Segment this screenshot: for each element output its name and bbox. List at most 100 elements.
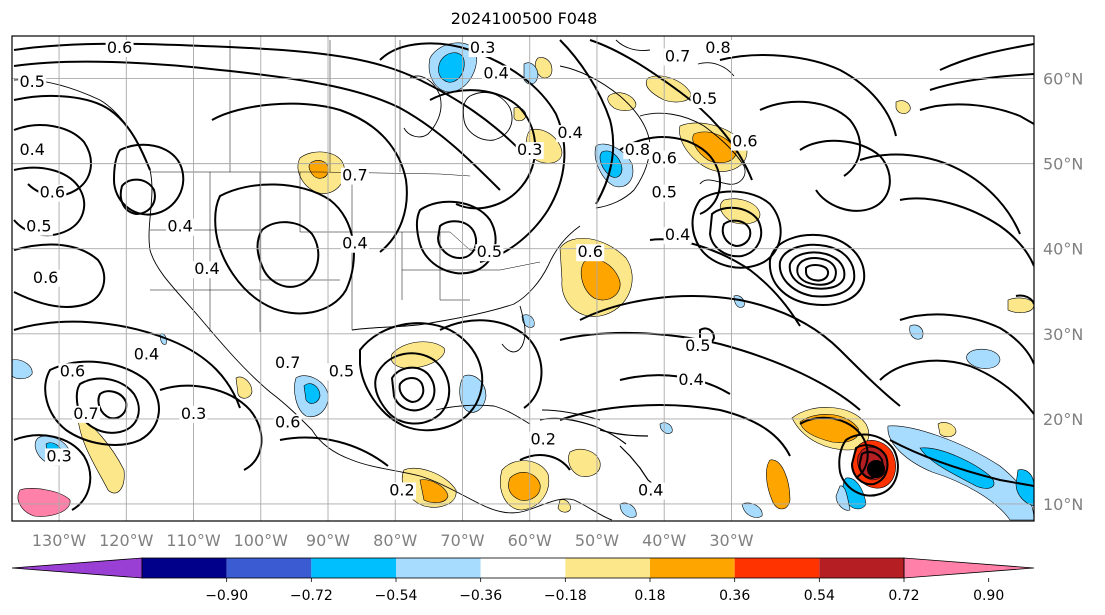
colorbar-segment: [734, 558, 820, 578]
contour-label: 0.5: [19, 72, 44, 91]
contour-label-bg: [31, 269, 60, 287]
contour-label-bg: [340, 235, 369, 253]
contour-label: 0.4: [342, 234, 367, 253]
contour-label: 0.4: [134, 344, 159, 363]
contour-label-bg: [105, 40, 134, 58]
contour-label: 0.7: [73, 404, 98, 423]
colorbar-frame: [141, 557, 905, 579]
contour-label-bg: [677, 371, 706, 389]
contour-labels: 0.6 0.5 0.4 0.6 0.5 0.6 0.4 0.4 0.4 0.6 0.7 0.3 0.3 0…: [18, 38, 759, 500]
latitude-labels: 60°N 50°N 40°N 30°N 20°N 10°N: [1043, 70, 1083, 514]
contour-label: 0.7: [275, 353, 300, 372]
lat-tick-label: 60°N: [1043, 70, 1083, 89]
colorbar-tick-label: 0.72: [888, 588, 919, 604]
lon-tick-label: 130°W: [32, 531, 87, 550]
contour-label: 0.5: [692, 89, 717, 108]
colorbar-extend-low: [11, 557, 143, 579]
contour-label: 0.3: [46, 446, 71, 465]
colorbar-extend-high: [903, 557, 1035, 579]
contour-label-bg: [468, 40, 497, 58]
contour-label: 0.4: [557, 123, 582, 142]
lon-tick-label: 60°W: [508, 531, 552, 550]
contour-label-bg: [650, 150, 679, 168]
contour-label: 0.4: [665, 225, 690, 244]
colorbar-tick-label: 0.54: [804, 588, 835, 604]
colorbar-segment: [650, 558, 735, 578]
contour-label: 0.3: [181, 404, 206, 423]
contour-label: 0.6: [107, 38, 132, 57]
contour-label-bg: [132, 346, 161, 364]
contour-label-bg: [663, 227, 692, 245]
colorbar-tick-label: −0.54: [375, 588, 418, 604]
colorbar-tick-label: 0.36: [719, 588, 750, 604]
contour-lines: [13, 39, 1034, 511]
colorbar: −0.90 −0.72 −0.54 −0.36 −0.18 0.18 0.36 0.54 0.7…: [11, 557, 1035, 604]
contour-label-bg: [482, 65, 511, 83]
contour-label-bg: [71, 405, 100, 423]
contour-label: 0.4: [638, 480, 663, 499]
contour-label: 0.2: [389, 480, 414, 499]
contour-label-bg: [166, 218, 195, 236]
lon-tick-label: 70°W: [440, 531, 484, 550]
lon-tick-label: 50°W: [575, 531, 619, 550]
contour-label: 0.4: [194, 259, 219, 278]
contour-label-bg: [340, 167, 369, 185]
contour-label-bg: [58, 363, 87, 381]
colorbar-segment: [565, 558, 650, 578]
colorbar-tick-label: −0.36: [459, 588, 502, 604]
lon-tick-label: 110°W: [166, 531, 221, 550]
colorbar-segment: [396, 558, 481, 578]
lon-tick-label: 100°W: [234, 531, 289, 550]
contour-label-bg: [273, 414, 302, 432]
contour-label-bg: [623, 142, 652, 160]
contour-label-bg: [24, 218, 53, 236]
colorbar-segment: [142, 558, 227, 578]
colorbar-tick-label: 0.90: [973, 588, 1004, 604]
longitude-labels: 130°W 120°W 110°W 100°W 90°W 80°W 70°W 60°W 50°W…: [32, 531, 754, 550]
contour-label: 0.6: [40, 183, 65, 202]
contour-label: 0.4: [483, 64, 508, 83]
shaded-negative-regions: [12, 42, 1034, 521]
contour-label: 0.5: [329, 361, 354, 380]
contour-label-bg: [18, 142, 47, 160]
lon-tick-label: 90°W: [306, 531, 350, 550]
map-title: 2024100500 F048: [450, 9, 598, 28]
contour-label: 0.7: [342, 166, 367, 185]
contour-label: 0.7: [665, 47, 690, 66]
contour-label-bg: [515, 142, 544, 160]
contour-label-bg: [730, 133, 759, 151]
contour-label-bg: [179, 405, 208, 423]
contour-label: 0.8: [625, 140, 650, 159]
lat-tick-label: 20°N: [1043, 410, 1083, 429]
contour-label-bg: [45, 448, 74, 466]
colorbar-tick-label: −0.90: [205, 588, 248, 604]
lon-tick-label: 40°W: [642, 531, 686, 550]
colorbar-segment: [819, 558, 904, 578]
map-frame: [11, 35, 1035, 522]
contour-label-bg: [663, 48, 692, 66]
lon-tick-label: 120°W: [99, 531, 154, 550]
contour-label-bg: [327, 363, 356, 381]
contour-label-bg: [556, 125, 585, 143]
storm-center-marker: [867, 460, 885, 478]
contour-label: 0.5: [685, 336, 710, 355]
contour-label: 0.3: [470, 38, 495, 57]
contour-label-bg: [475, 244, 504, 262]
contour-label: 0.3: [517, 140, 542, 159]
lat-tick-label: 10°N: [1043, 495, 1083, 514]
contour-label: 0.2: [530, 429, 555, 448]
contour-label: 0.6: [651, 149, 676, 168]
contour-label-bg: [38, 184, 67, 202]
colorbar-segment: [226, 558, 312, 578]
lat-tick-label: 30°N: [1043, 325, 1083, 344]
contour-label: 0.5: [477, 242, 502, 261]
contour-label: 0.4: [678, 370, 703, 389]
contour-label: 0.5: [651, 183, 676, 202]
contour-label-bg: [192, 261, 221, 279]
lon-tick-label: 30°W: [709, 531, 753, 550]
contour-label-bg: [690, 91, 719, 109]
colorbar-tick-label: −0.72: [290, 588, 333, 604]
contour-label: 0.6: [60, 361, 85, 380]
contour-label: 0.5: [26, 217, 51, 236]
